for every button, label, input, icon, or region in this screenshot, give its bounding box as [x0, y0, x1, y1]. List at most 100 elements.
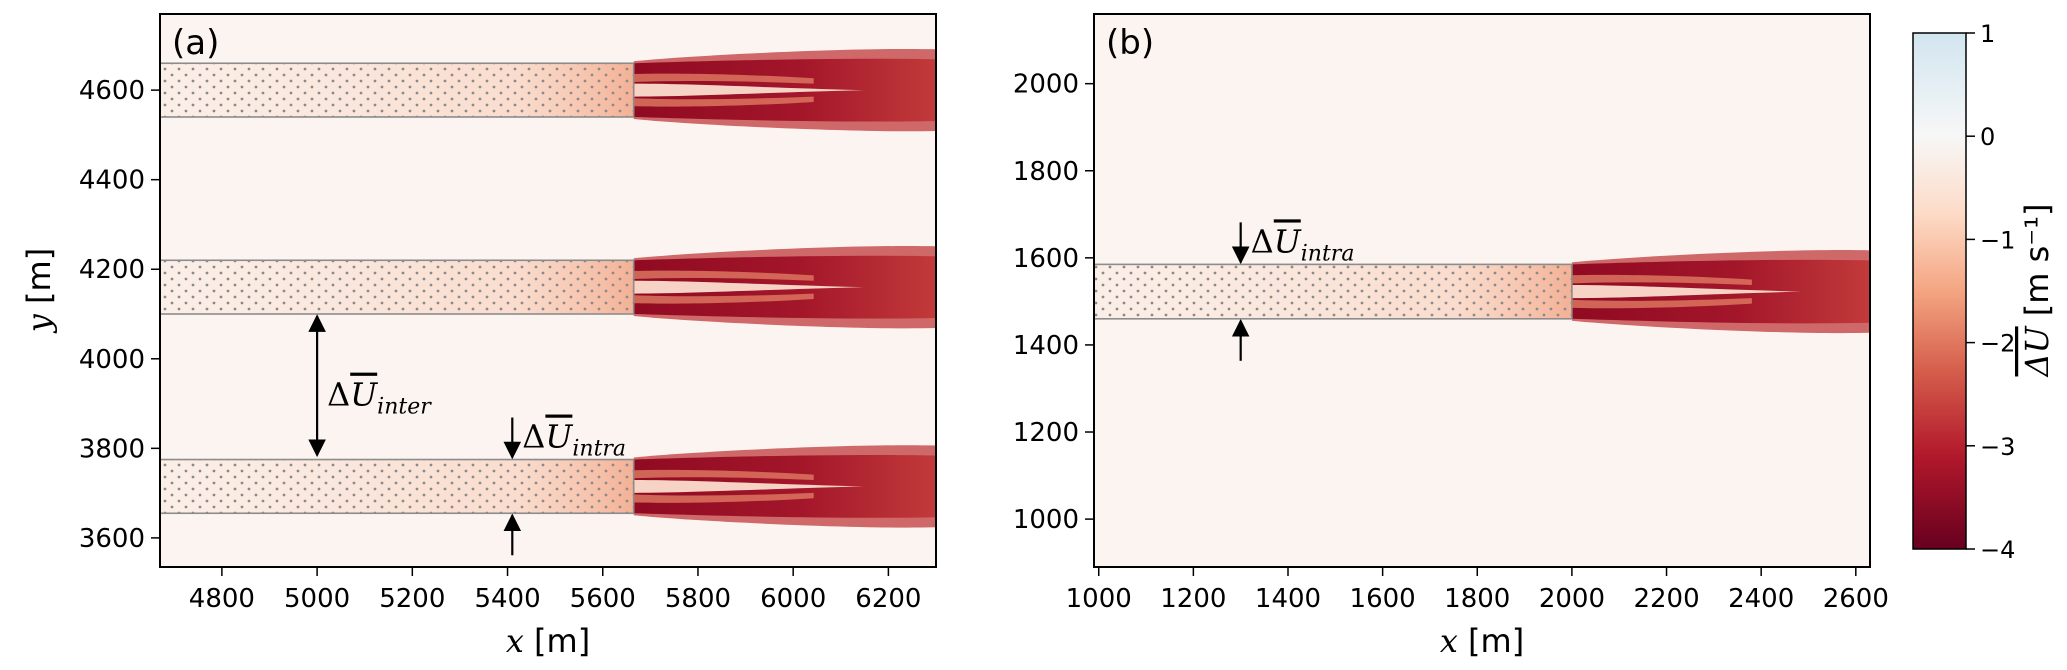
wake: [1571, 250, 1870, 334]
colorbar-label-unit: [m s⁻¹]: [2018, 204, 2056, 317]
farm-region: [159, 259, 635, 315]
colorbar-tick-label: −2: [1980, 330, 2015, 358]
colorbar-ticks: 1 0 −1 −2 −3 −4: [1966, 20, 2015, 564]
panel-b-farms: [1093, 250, 1870, 334]
panel-b-y-ticks: 1000 1200 1400 1600 1800 2000: [1013, 70, 1094, 535]
farm-region: [159, 62, 635, 118]
wake-channel-edge: [1571, 274, 1752, 286]
wake-channel-edge: [633, 492, 814, 503]
panel-b: ΔUintra 1000 1200 1400 1600 1800 2000 2200 2400…: [1013, 13, 1889, 660]
panel-a-label: (a): [172, 23, 219, 63]
turbine-dots: [160, 459, 634, 514]
wake-channel: [633, 83, 864, 97]
y-tick-label: 2000: [1013, 70, 1079, 100]
colorbar-tick-label: −4: [1980, 536, 2015, 564]
colorbar-tick-label: 1: [1980, 20, 1995, 48]
wake-channel: [633, 280, 864, 294]
x-tick-label: 5600: [570, 584, 636, 614]
y-tick-label: 1200: [1013, 418, 1079, 448]
panel-a-x-axis-label: x [m]: [506, 622, 590, 660]
colorbar-tick-label: −1: [1980, 226, 2015, 254]
panel-a-y-ticks: 3600 3800 4000 4200 4400 4600: [79, 76, 160, 554]
panel-a-x-ticks: 4800 5000 5200 5400 5600 5800 6000 6200: [189, 567, 921, 614]
y-tick-label: 3600: [79, 524, 145, 554]
annotation-delta: Δ: [327, 376, 350, 414]
annotation-symbol: U: [545, 418, 573, 456]
turbine-dots: [160, 63, 634, 117]
panel-b-annotations: ΔUintra: [1231, 222, 1355, 361]
annotation-label: ΔUintra: [522, 418, 626, 462]
annotation-label: ΔUintra: [1251, 222, 1355, 266]
x-tick-label: 6000: [760, 584, 826, 614]
annotation-inter: ΔUinter: [308, 314, 432, 458]
annotation-delta: Δ: [522, 418, 545, 456]
panel-b-x-axis-label: x [m]: [1440, 622, 1524, 660]
panel-a-y-variable: y: [20, 313, 58, 334]
y-tick-label: 1400: [1013, 331, 1079, 361]
turbine-dots: [1094, 264, 1572, 319]
x-tick-label: 2200: [1633, 584, 1699, 614]
panel-a-y-axis-label: y [m]: [20, 248, 58, 334]
wake-channel: [633, 479, 864, 493]
annotation-subscript: intra: [1301, 241, 1355, 266]
turbine-dots: [160, 260, 634, 315]
farm-region: [159, 458, 635, 515]
wake-channel: [1571, 285, 1802, 299]
annotation-intra: ΔUintra: [1231, 222, 1355, 361]
x-tick-label: 5000: [284, 584, 350, 614]
annotation-label: ΔUinter: [327, 376, 432, 420]
x-tick-label: 5400: [474, 584, 540, 614]
colorbar-gradient: [1912, 32, 1967, 550]
x-tick-label: 1200: [1160, 584, 1226, 614]
x-tick-label: 1400: [1255, 584, 1321, 614]
panel-a-y-unit: [m]: [20, 248, 58, 304]
x-tick-label: 5800: [665, 584, 731, 614]
y-tick-label: 4200: [79, 255, 145, 285]
y-tick-label: 1600: [1013, 244, 1079, 274]
y-tick-label: 3800: [79, 434, 145, 464]
panel-a-x-unit: [m]: [534, 622, 590, 660]
wake-channel-edge: [633, 293, 814, 304]
panel-b-x-unit: [m]: [1468, 622, 1524, 660]
panel-b-x-ticks: 1000 1200 1400 1600 1800 2000 2200 2400 2600: [1066, 567, 1889, 614]
x-tick-label: 1600: [1350, 584, 1416, 614]
x-tick-label: 1800: [1444, 584, 1510, 614]
wake: [633, 445, 936, 528]
wake-channel-edge: [633, 270, 814, 281]
wake-channel-edge: [633, 469, 814, 480]
wake: [633, 48, 936, 132]
x-tick-label: 1000: [1066, 584, 1132, 614]
annotation-intra: ΔUintra: [503, 417, 626, 556]
x-tick-label: 2400: [1728, 584, 1794, 614]
annotation-symbol: U: [350, 376, 378, 414]
farm-region: [1093, 263, 1573, 320]
panel-b-label: (b): [1106, 23, 1154, 63]
y-tick-label: 4400: [79, 166, 145, 196]
x-tick-label: 4800: [189, 584, 255, 614]
wake: [633, 245, 936, 329]
annotation-symbol: U: [1274, 222, 1302, 260]
y-tick-label: 4000: [79, 345, 145, 375]
annotation-subscript: inter: [377, 395, 432, 420]
colorbar: 1 0 −1 −2 −3 −4 ΔU [m s⁻¹]: [1912, 20, 2056, 564]
wake-channel-edge: [633, 96, 814, 107]
annotation-delta: Δ: [1251, 222, 1274, 260]
wake-channel-edge: [1571, 298, 1752, 309]
x-tick-label: 2000: [1539, 584, 1605, 614]
y-tick-label: 1000: [1013, 505, 1079, 535]
wake-channel-edge: [633, 73, 814, 84]
colorbar-label: ΔU [m s⁻¹]: [2018, 204, 2056, 379]
annotation-subscript: intra: [572, 437, 626, 462]
panel-a-farms: [159, 48, 936, 528]
x-tick-label: 5200: [379, 584, 445, 614]
panel-b-x-variable: x: [1440, 622, 1458, 660]
colorbar-label-symbol: ΔU: [2018, 325, 2056, 378]
y-tick-label: 1800: [1013, 157, 1079, 187]
x-tick-label: 6200: [855, 584, 921, 614]
colorbar-tick-label: 0: [1980, 123, 1995, 151]
x-tick-label: 2600: [1823, 584, 1889, 614]
colorbar-tick-label: −3: [1980, 433, 2015, 461]
